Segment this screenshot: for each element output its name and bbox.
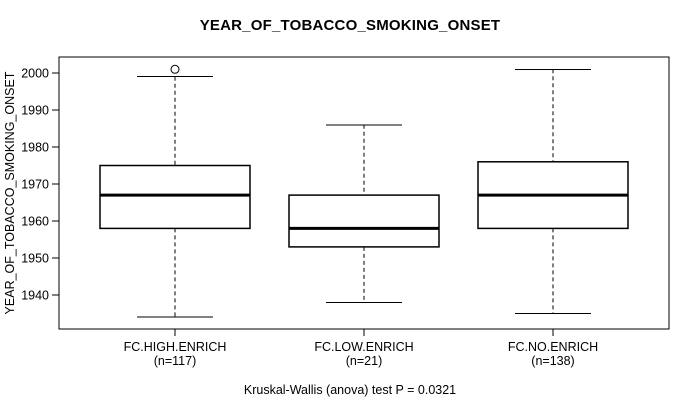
x-axis-group-label: FC.HIGH.ENRICH (124, 340, 227, 354)
iqr-box (288, 194, 440, 248)
kruskal-wallis-caption: Kruskal-Wallis (anova) test P = 0.0321 (243, 383, 457, 397)
x-axis-group-n-label: (n=138) (531, 354, 574, 368)
chart-title: YEAR_OF_TOBACCO_SMOKING_ONSET (199, 17, 501, 34)
y-axis-tick-label: 1940 (21, 289, 49, 303)
y-axis-tick-label: 1960 (21, 215, 49, 229)
y-axis-tick-label: 1950 (21, 252, 49, 266)
x-axis-group-n-label: (n=21) (346, 354, 382, 368)
x-axis-group-n-label: (n=117) (154, 354, 197, 368)
x-axis-group-label: FC.LOW.ENRICH (314, 340, 413, 354)
y-axis-title: YEAR_OF_TOBACCO_SMOKING_ONSET (3, 71, 17, 314)
y-axis-tick-label: 1970 (21, 178, 49, 192)
iqr-box (99, 164, 251, 230)
outlier-point (170, 64, 180, 74)
x-axis-group-label: FC.NO.ENRICH (508, 340, 598, 354)
y-axis-tick-label: 2000 (21, 67, 49, 81)
y-axis-tick-label: 1990 (21, 104, 49, 118)
y-axis-tick-label: 1980 (21, 141, 49, 155)
